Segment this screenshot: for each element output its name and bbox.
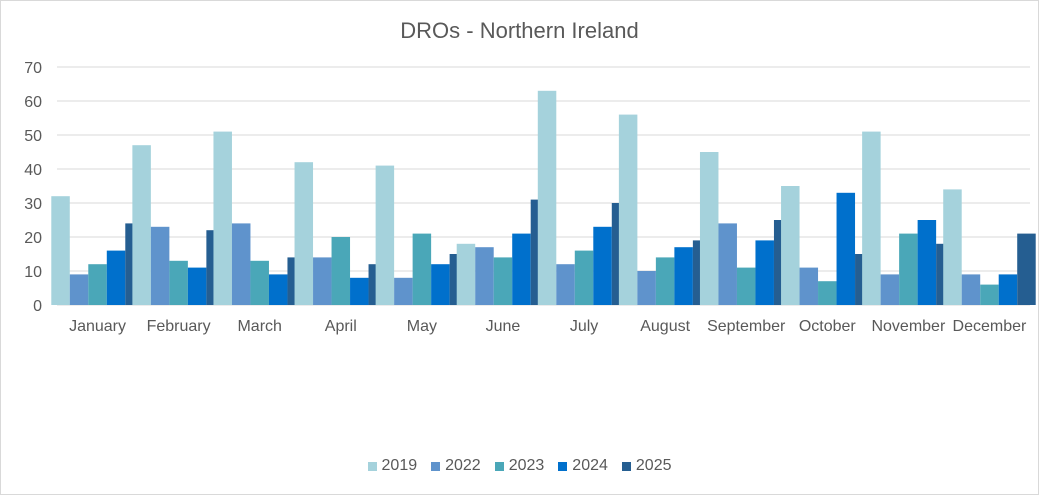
bar-2023-april xyxy=(331,237,351,305)
bar-2022-june xyxy=(475,247,494,305)
y-tick-label: 60 xyxy=(24,94,42,111)
bar-2023-march xyxy=(250,260,269,305)
x-tick-label: November xyxy=(871,318,945,335)
bar-2024-july xyxy=(593,226,612,305)
bar-2024-october xyxy=(836,192,856,305)
bar-2019-november xyxy=(862,131,881,305)
bar-2019-september xyxy=(699,152,719,305)
bar-2019-august xyxy=(618,114,638,305)
legend-item-2023: 2023 xyxy=(494,457,545,475)
bar-2019-march xyxy=(213,131,232,305)
bar-2024-february xyxy=(187,267,207,305)
bar-2019-december xyxy=(943,189,962,305)
legend-swatch xyxy=(431,461,441,471)
legend-swatch xyxy=(367,461,377,471)
bar-2019-july xyxy=(537,90,557,305)
x-tick-label: August xyxy=(640,318,690,335)
legend-swatch xyxy=(494,461,504,471)
bar-2024-april xyxy=(350,277,369,305)
x-tick-label: December xyxy=(953,318,1027,335)
chart-title: DROs - Northern Ireland xyxy=(400,18,639,43)
bar-2022-august xyxy=(637,271,656,305)
legend-label: 2022 xyxy=(445,457,481,474)
legend: 2019 2022 2023 2024 2025 xyxy=(0,457,1039,475)
bar-2024-march xyxy=(268,274,288,305)
bar-2024-august xyxy=(674,247,693,305)
bar-2022-october xyxy=(799,267,819,305)
x-tick-label: July xyxy=(570,318,598,335)
bar-2023-august xyxy=(655,257,675,305)
legend-item-2025: 2025 xyxy=(621,457,672,475)
bar-2022-january xyxy=(69,274,89,305)
x-tick-label: September xyxy=(707,318,786,335)
bar-2019-february xyxy=(132,145,151,305)
bar-2019-january xyxy=(51,196,70,305)
y-tick-label: 40 xyxy=(24,162,42,179)
bar-2022-november xyxy=(880,274,900,305)
bar-2024-november xyxy=(917,220,937,305)
bar-2022-july xyxy=(556,264,575,305)
x-tick-label: October xyxy=(799,318,857,335)
legend-item-2019: 2019 xyxy=(367,457,418,475)
y-tick-label: 20 xyxy=(24,230,42,247)
x-tick-label: January xyxy=(69,318,126,335)
legend-swatch xyxy=(621,461,631,471)
bar-2023-february xyxy=(169,260,188,305)
bar-2019-june xyxy=(456,243,476,305)
y-tick-label: 50 xyxy=(24,128,42,145)
bar-2022-may xyxy=(394,277,413,305)
x-tick-label: February xyxy=(147,318,211,335)
legend-item-2022: 2022 xyxy=(431,457,481,475)
bar-2019-may xyxy=(375,165,395,305)
x-tick-label: April xyxy=(325,318,357,335)
bar-2024-december xyxy=(998,274,1018,305)
x-tick-label: May xyxy=(407,318,437,335)
legend-label: 2019 xyxy=(381,457,418,474)
bar-2022-september xyxy=(718,223,737,305)
bar-2024-may xyxy=(431,264,450,305)
x-tick-label: March xyxy=(237,318,281,335)
bar-2022-march xyxy=(231,223,251,305)
y-tick-label: 10 xyxy=(24,264,42,281)
bar-2019-april xyxy=(294,162,314,305)
bar-2023-october xyxy=(818,281,837,305)
bar-2022-april xyxy=(313,257,332,305)
legend-label: 2023 xyxy=(508,457,545,474)
y-tick-label: 70 xyxy=(24,60,42,77)
bar-2024-june xyxy=(512,233,531,305)
bar-2023-december xyxy=(980,284,999,305)
bar-2023-january xyxy=(88,264,107,305)
bar-2024-january xyxy=(106,250,126,305)
bar-2024-september xyxy=(755,240,774,305)
bar-2023-july xyxy=(574,250,594,305)
legend-item-2024: 2024 xyxy=(558,457,608,475)
bar-2023-november xyxy=(899,233,918,305)
bar-2025-december xyxy=(1017,233,1036,305)
bar-2023-september xyxy=(736,267,756,305)
bar-2019-october xyxy=(781,186,800,305)
bar-2022-february xyxy=(150,226,170,305)
legend-label: 2025 xyxy=(635,457,672,474)
bar-2023-may xyxy=(412,233,432,305)
x-tick-label: June xyxy=(486,318,521,335)
legend-swatch xyxy=(558,461,568,471)
bar-2022-december xyxy=(961,274,981,305)
legend-label: 2024 xyxy=(572,457,608,474)
bar-2023-june xyxy=(493,257,513,305)
y-tick-label: 0 xyxy=(33,298,42,315)
y-tick-label: 30 xyxy=(24,196,42,213)
